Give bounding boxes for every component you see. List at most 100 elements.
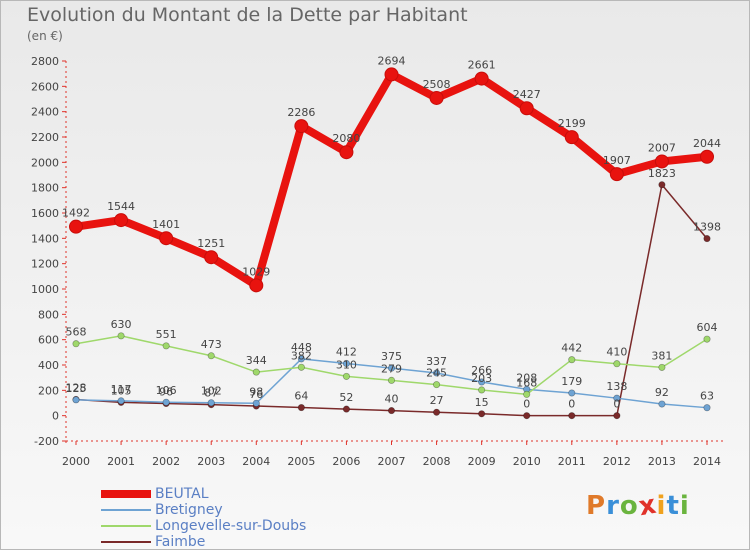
y-tick-label: 2800	[31, 55, 59, 68]
legend-swatch	[101, 525, 151, 527]
data-label-2: 203	[471, 372, 492, 385]
series-point-2	[523, 390, 531, 398]
series-point-1	[703, 404, 711, 412]
data-label-0: 2007	[648, 141, 676, 154]
series-point-2	[478, 386, 486, 394]
data-label-3: 128	[66, 381, 87, 394]
data-label-2: 168	[516, 376, 537, 389]
y-tick-label: 800	[38, 308, 59, 321]
series-point-2	[162, 342, 170, 350]
logo-letter: i	[656, 491, 667, 521]
series-point-2	[207, 352, 215, 360]
series-line-0	[72, 70, 711, 290]
data-label-0: 1907	[603, 154, 631, 167]
x-tick-label: 2005	[287, 455, 315, 468]
x-tick-label: 2003	[197, 455, 225, 468]
series-point-3	[297, 404, 305, 412]
data-label-0: 1029	[242, 265, 270, 278]
data-label-0: 2199	[558, 117, 586, 130]
x-tick-label: 2010	[513, 455, 541, 468]
y-tick-label: -200	[34, 435, 59, 448]
data-label-1: 63	[700, 390, 714, 403]
series-point-3	[613, 412, 621, 420]
y-tick-label: 600	[38, 334, 59, 347]
series-point-1	[162, 398, 170, 406]
logo-letter: r	[606, 491, 620, 521]
series-point-0	[294, 119, 309, 134]
y-tick-label: 2400	[31, 106, 59, 119]
unit-label: (en €)	[27, 29, 63, 43]
series-point-2	[342, 372, 350, 380]
data-label-1: 138	[606, 380, 627, 393]
data-label-1: 337	[426, 355, 447, 368]
y-tick-label: 1200	[31, 258, 59, 271]
logo-letter: i	[679, 491, 690, 521]
logo-letter: o	[619, 491, 639, 521]
series-point-0	[249, 278, 264, 293]
series-point-3	[433, 408, 441, 416]
x-tick-label: 2001	[107, 455, 135, 468]
series-point-3	[568, 412, 576, 420]
logo-letter: t	[666, 491, 680, 521]
x-tick-label: 2013	[648, 455, 676, 468]
y-tick-label: 200	[38, 384, 59, 397]
x-tick-label: 2009	[468, 455, 496, 468]
data-label-3: 0	[523, 398, 530, 411]
data-label-0: 2508	[423, 78, 451, 91]
legend-swatch	[101, 541, 151, 543]
series-point-1	[207, 399, 215, 407]
data-label-3: 40	[385, 393, 399, 406]
data-label-3: 1823	[648, 167, 676, 180]
series-point-3	[342, 405, 350, 413]
data-label-0: 2427	[513, 88, 541, 101]
series-point-2	[703, 335, 711, 343]
series-point-3	[478, 410, 486, 418]
data-label-3: 0	[568, 398, 575, 411]
data-label-1: 375	[381, 350, 402, 363]
series-point-2	[387, 376, 396, 384]
series-point-0	[700, 149, 714, 164]
data-label-1: 208	[516, 371, 537, 384]
series-point-2	[72, 340, 80, 348]
data-label-1: 448	[291, 341, 312, 354]
series-point-3	[387, 407, 396, 415]
series-point-1	[478, 378, 486, 386]
data-label-3: 96	[159, 386, 173, 399]
x-tick-label: 2000	[62, 455, 90, 468]
data-label-2: 551	[156, 328, 177, 341]
series-point-0	[474, 71, 489, 86]
data-label-0: 2080	[332, 132, 360, 145]
legend-swatch	[101, 490, 151, 498]
x-tick-label: 2008	[423, 455, 451, 468]
x-tick-label: 2012	[603, 455, 631, 468]
y-tick-label: 1600	[31, 207, 59, 220]
data-label-3: 1398	[693, 221, 721, 234]
data-label-2: 630	[111, 318, 132, 331]
data-label-3: 87	[204, 387, 218, 400]
series-point-2	[252, 368, 260, 376]
data-label-2: 245	[426, 367, 447, 380]
data-label-3: 0	[613, 398, 620, 411]
y-tick-label: 2200	[31, 131, 59, 144]
y-tick-label: 1000	[31, 283, 59, 296]
data-label-2: 279	[381, 362, 402, 375]
data-label-2: 604	[697, 321, 718, 334]
proxiti-logo: Proxiti	[586, 490, 690, 523]
data-label-3: 15	[475, 396, 489, 409]
data-label-0: 2694	[378, 54, 406, 67]
series-point-2	[297, 363, 305, 371]
data-label-1: 179	[561, 375, 582, 388]
series-point-1	[297, 355, 305, 363]
y-tick-label: 2000	[31, 156, 59, 169]
series-point-2	[117, 332, 125, 340]
series-point-0	[654, 154, 669, 169]
data-label-0: 1251	[197, 237, 225, 250]
y-tick-label: 0	[52, 410, 59, 423]
logo-letter: P	[586, 491, 607, 521]
data-label-0: 1544	[107, 200, 135, 213]
series-point-3	[523, 412, 531, 420]
series-point-0	[384, 67, 399, 82]
data-label-1: 106	[156, 384, 177, 397]
series-point-0	[429, 90, 444, 105]
